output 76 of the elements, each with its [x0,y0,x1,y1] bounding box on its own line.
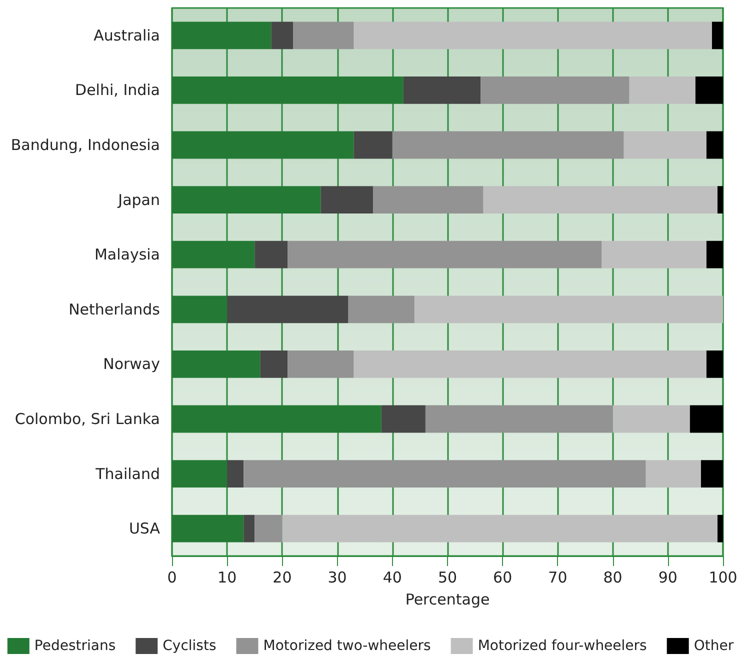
y-tick-label: USA [128,520,161,538]
legend-label: Other [694,638,734,654]
bar [381,405,426,433]
bar [172,405,382,433]
y-tick-label: Malaysia [94,246,160,264]
bar [414,296,723,324]
bar [244,460,646,488]
bar [271,22,294,50]
bar [354,350,706,378]
bar [480,76,630,104]
bar [354,131,392,159]
y-tick-label: Norway [103,355,160,374]
x-tick-label: 40 [382,568,402,586]
bar [172,296,228,324]
bar [717,186,723,214]
x-tick-label: 10 [218,568,237,586]
y-tick-label: Thailand [94,464,160,483]
bar [717,514,723,542]
x-tick-label: 50 [438,568,458,586]
bar [172,460,228,488]
x-tick-label: 90 [658,568,678,586]
x-tick-label: 70 [548,568,568,586]
bar [288,240,602,268]
legend-label: Motorized four-wheelers [478,638,647,654]
bar [172,76,404,104]
x-tick-label: 0 [167,568,177,586]
bar [293,22,354,50]
y-tick-label: Colombo, Sri Lanka [14,410,160,428]
legend-label: Motorized two-wheelers [263,638,431,654]
legend-label: Pedestrians [34,638,116,654]
bar [629,76,696,104]
bar [288,350,354,378]
bar [348,296,414,324]
bar [172,22,272,50]
y-tick-label: Australia [94,26,160,44]
bar [602,240,706,268]
x-tick-label: 100 [708,568,738,586]
x-tick-label: 80 [603,568,622,586]
bar [227,296,348,324]
bar [706,350,723,378]
bar [612,405,690,433]
x-tick-label: 20 [272,568,292,586]
x-tick-label: 30 [328,568,347,586]
y-tick-label: Netherlands [68,300,160,318]
bar [700,460,723,488]
bar [227,460,244,488]
bar [354,22,712,50]
bar [172,240,255,268]
bar [624,131,706,159]
bar [172,350,260,378]
y-tick-label: Japan [117,190,160,209]
bar [260,350,288,378]
bar [695,76,723,104]
bar [373,186,484,214]
bar [282,514,718,542]
bar [172,514,244,542]
bar [646,460,701,488]
bar [254,514,282,542]
y-tick-label: Bandung, Indonesia [10,136,160,154]
legend-label: Cyclists [162,638,216,654]
bar [244,514,255,542]
bar [254,240,288,268]
bar [712,22,723,50]
bar [483,186,718,214]
x-tick-label: 60 [493,568,512,586]
bar [425,405,613,433]
bar [706,131,723,159]
bar [706,240,723,268]
bar [392,131,624,159]
bar [172,131,354,159]
bar [403,76,481,104]
x-axis-title: Percentage [405,590,490,608]
y-tick-label: Delhi, India [75,81,160,100]
bar [172,186,321,214]
bar [690,405,723,433]
bar [320,186,374,214]
